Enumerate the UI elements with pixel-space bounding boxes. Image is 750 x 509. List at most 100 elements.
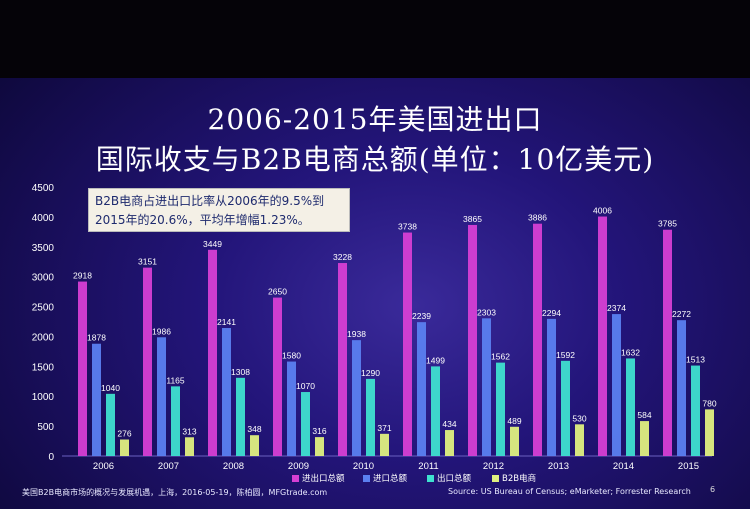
x-tick-label: 2009	[288, 461, 309, 472]
legend-swatch	[427, 475, 434, 482]
page-number: 6	[710, 485, 716, 494]
data-label: 1580	[282, 351, 301, 361]
bar-4	[185, 437, 194, 456]
data-label: 3865	[463, 214, 482, 224]
bar-4	[315, 437, 324, 456]
data-label: 316	[312, 426, 326, 436]
bar-2	[287, 361, 296, 456]
bar-2	[482, 318, 491, 456]
bar-3	[496, 362, 505, 456]
x-tick-label: 2006	[93, 461, 114, 472]
legend-swatch	[363, 475, 370, 482]
y-tick-label: 2000	[32, 332, 55, 343]
bar-1	[663, 229, 672, 456]
bar-1	[598, 216, 607, 456]
bar-1	[468, 224, 477, 456]
top-bar	[0, 0, 750, 78]
data-label: 1070	[296, 381, 315, 391]
data-label: 3228	[333, 252, 352, 262]
legend-item: 出口总额	[427, 472, 471, 484]
data-label: 3738	[398, 222, 417, 232]
bar-1	[273, 297, 282, 456]
bar-1	[403, 232, 412, 456]
x-tick-label: 2007	[158, 461, 179, 472]
x-tick-label: 2015	[678, 461, 699, 472]
bar-3	[171, 386, 180, 456]
data-label: 2272	[672, 309, 691, 319]
bar-1	[143, 267, 152, 456]
legend-label: 出口总额	[437, 474, 472, 484]
bar-4	[380, 433, 389, 456]
legend-item: 进口总额	[363, 472, 407, 484]
data-label: 2141	[217, 317, 236, 327]
annotation-box: B2B电商占进出口比率从2006年的9.5%到2015年的20.6%，平均年增幅…	[88, 188, 350, 232]
data-label: 4006	[593, 206, 612, 216]
bar-1	[208, 249, 217, 456]
y-tick-label: 2500	[32, 303, 55, 314]
data-label: 530	[572, 413, 586, 423]
bar-2	[352, 340, 361, 456]
y-tick-label: 3000	[32, 273, 55, 284]
y-tick-label: 4000	[32, 213, 55, 224]
x-tick-label: 2014	[613, 461, 634, 472]
data-label: 313	[182, 426, 196, 436]
data-label: 1592	[556, 350, 575, 360]
bar-4	[510, 426, 519, 456]
x-tick-label: 2012	[483, 461, 504, 472]
x-tick-label: 2008	[223, 461, 244, 472]
y-tick-label: 1500	[32, 362, 55, 373]
data-label: 371	[377, 423, 391, 433]
x-tick-label: 2010	[353, 461, 374, 472]
data-label: 1986	[152, 326, 171, 336]
x-tick-label: 2011	[418, 461, 438, 472]
x-tick-label: 2013	[548, 461, 569, 472]
data-label: 1878	[87, 333, 106, 343]
bar-2	[677, 320, 686, 456]
data-label: 2294	[542, 308, 561, 318]
bar-3	[431, 366, 440, 456]
data-label: 2239	[412, 311, 431, 321]
bar-3	[691, 365, 700, 456]
bar-4	[575, 424, 584, 456]
data-label: 2918	[73, 271, 92, 281]
bar-4	[250, 435, 259, 456]
data-label: 434	[442, 419, 456, 429]
data-label: 1938	[347, 329, 366, 339]
data-label: 2303	[477, 307, 496, 317]
legend-item: 进出口总额	[292, 472, 345, 484]
y-tick-label: 3500	[32, 243, 55, 254]
bar-2	[157, 337, 166, 456]
data-label: 1513	[686, 355, 705, 365]
bar-2	[92, 343, 101, 456]
data-label: 1165	[166, 375, 185, 385]
bar-3	[301, 392, 310, 456]
bar-4	[640, 421, 649, 456]
data-label: 3886	[528, 213, 547, 223]
data-label: 3785	[658, 219, 677, 229]
bar-3	[626, 358, 635, 456]
data-label: 1499	[426, 355, 445, 365]
data-label: 1040	[101, 383, 120, 393]
bar-2	[222, 328, 231, 456]
data-label: 2650	[268, 287, 287, 297]
bar-2	[612, 314, 621, 456]
bar-2	[547, 318, 556, 456]
chart-title-line2: 国际收支与B2B电商总额(单位：10亿美元)	[95, 143, 655, 176]
y-tick-label: 500	[37, 422, 54, 433]
bar-1	[78, 281, 87, 456]
bar-1	[533, 223, 542, 456]
data-label: 780	[702, 398, 716, 408]
bar-4	[705, 409, 714, 456]
data-label: 348	[247, 424, 261, 434]
data-label: 2374	[607, 303, 626, 313]
legend-item: B2B电商	[492, 472, 536, 484]
legend-label: 进出口总额	[302, 474, 345, 484]
data-label: 276	[117, 429, 131, 439]
footer-citation: 美国B2B电商市场的概况与发展机遇，上海，2016-05-19，陈柏圆，MFGt…	[22, 488, 328, 497]
bar-2	[417, 322, 426, 456]
bar-3	[106, 393, 115, 456]
bar-3	[561, 360, 570, 456]
chart-title-line1: 2006-2015年美国进出口	[207, 103, 543, 136]
